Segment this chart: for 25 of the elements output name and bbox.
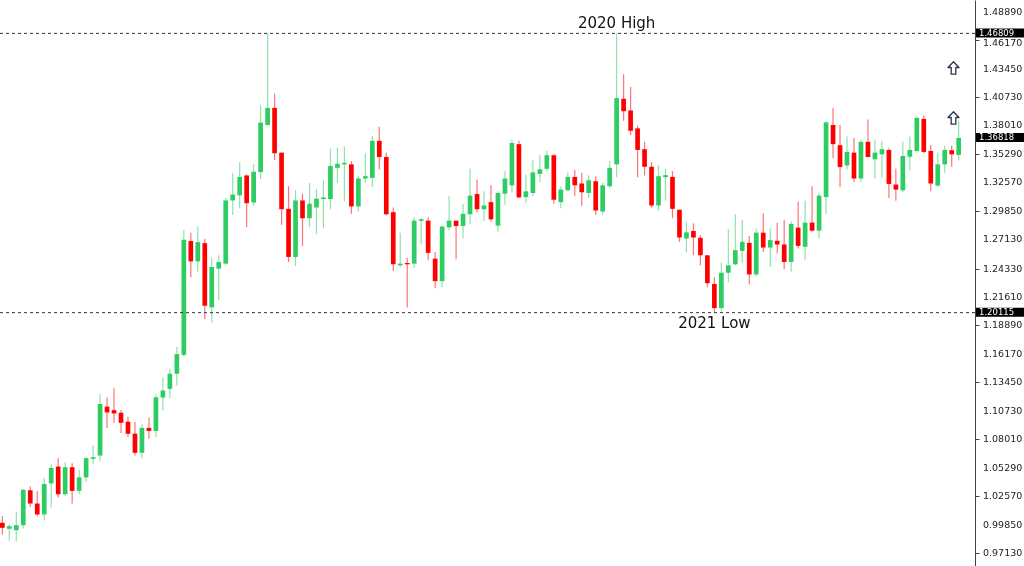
y-tick-label: 1.16170 — [983, 347, 1023, 359]
y-tick-label: 1.38010 — [983, 119, 1023, 131]
y-tick-label: 1.27130 — [983, 233, 1023, 245]
y-tick-label: 1.40730 — [983, 90, 1023, 102]
text: 1.20115 — [979, 307, 1015, 318]
ref-line-label: 2020 High — [577, 14, 656, 33]
y-tick-label: 1.48890 — [983, 5, 1023, 17]
ref-line-label: 2021 Low — [678, 313, 751, 332]
y-tick-label: 1.13450 — [983, 376, 1023, 388]
y-tick-label: 0.97130 — [983, 547, 1023, 559]
y-tick-label: 1.08010 — [983, 433, 1023, 445]
y-tick-label: 1.43450 — [983, 62, 1023, 74]
y-tick-label: 1.10730 — [983, 404, 1023, 416]
y-tick-label: 1.29850 — [983, 204, 1023, 216]
y-tick-label: 1.18890 — [983, 319, 1023, 331]
y-tick-label: 1.05290 — [983, 461, 1023, 473]
y-tick-label: 1.46170 — [983, 36, 1023, 48]
y-tick-label: 1.02570 — [983, 490, 1023, 502]
y-tick-label: 1.24330 — [983, 262, 1023, 274]
y-tick-label: 1.35290 — [983, 147, 1023, 159]
y-tick-label: 1.21610 — [983, 291, 1023, 303]
y-tick-label: 0.99850 — [983, 518, 1023, 530]
text: 1.46809 — [979, 27, 1015, 38]
y-tick-label: 1.32570 — [983, 176, 1023, 188]
text: 1.36818 — [979, 132, 1015, 143]
